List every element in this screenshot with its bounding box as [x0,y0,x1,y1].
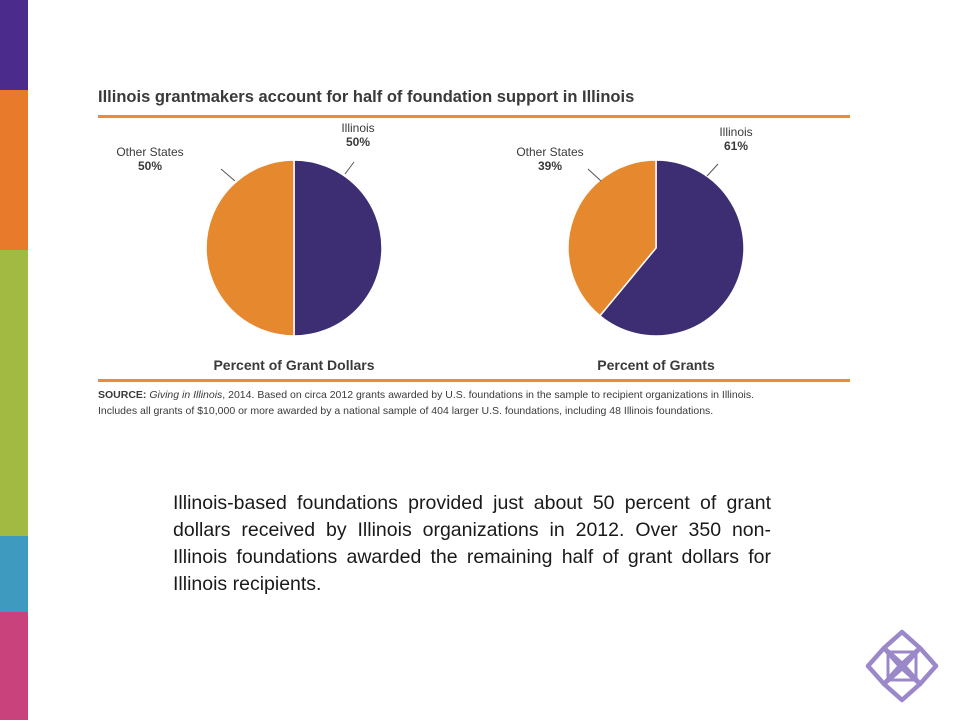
side-stripe-orange [0,90,28,250]
body-paragraph: Illinois-based foundations provided just… [173,492,771,595]
pie-1-slice-illinois [293,159,383,337]
source-note: SOURCE: Giving in Illinois, 2014. Based … [98,387,850,419]
pie-1-label-other-states: Other States [116,145,183,159]
source-rule [98,379,850,382]
pie-2-value-illinois: 61% [724,139,748,153]
source-line-2: Includes all grants of $10,000 or more a… [98,405,714,417]
pie-1-leader-other-states [220,168,236,182]
side-stripe-pink [0,612,28,720]
pie-1-value-illinois: 50% [346,135,370,149]
source-title: Giving in Illinois [149,389,223,401]
pie-1-caption: Percent of Grant Dollars [213,357,374,373]
source-label: SOURCE: [98,389,147,401]
pie-1-label-illinois: Illinois [341,121,374,135]
pie-2-slice-illinois [598,159,745,337]
pie-2-label-illinois: Illinois [719,125,752,139]
pie-2-caption: Percent of Grants [597,357,715,373]
pie-1-leader-illinois [344,161,355,175]
knot-logo-icon [865,629,939,703]
pie-1-value-other-states: 50% [138,159,162,173]
chart-title: Illinois grantmakers account for half of… [98,88,635,106]
title-rule [98,115,850,118]
pie-2-leader-other-states [587,168,602,182]
side-stripe-green [0,250,28,536]
source-line-1-rest: , 2014. Based on circa 2012 grants award… [222,389,755,401]
side-stripe-blue [0,536,28,612]
pie-2-label-other-states: Other States [516,145,583,159]
pie-2-leader-illinois [706,163,719,177]
pie-2-value-other-states: 39% [538,159,562,173]
pie-1-slice-other-states [205,159,295,337]
side-stripe-purple [0,0,28,90]
pie-2-slice-other-states [567,159,657,317]
source-line-1: SOURCE: Giving in Illinois, 2014. Based … [98,387,850,403]
